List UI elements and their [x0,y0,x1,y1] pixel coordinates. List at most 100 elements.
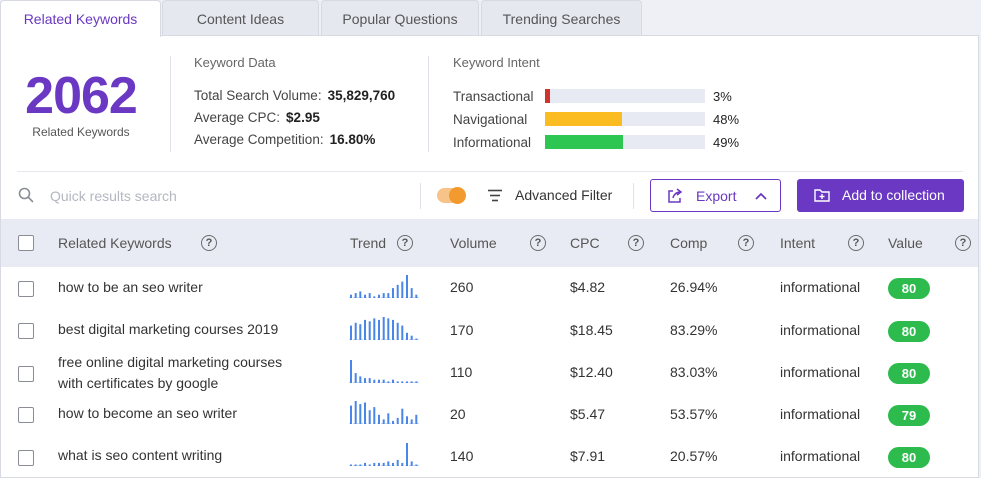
average-cpc: Average CPC: $2.95 [194,110,320,125]
table-row[interactable]: free online digital marketing courses wi… [1,351,978,393]
trend-bar [354,373,357,383]
trend-bar [378,414,380,424]
table-row[interactable]: best digital marketing courses 2019 170 … [1,309,978,351]
export-label: Export [696,188,737,204]
trend-bar [401,408,404,424]
trend-bar [415,294,418,298]
help-icon[interactable]: ? [530,235,546,251]
trend-bar [396,459,399,466]
trend-bar [396,417,399,424]
toggle-knob [449,187,466,204]
folder-plus-icon [814,189,830,202]
keyword-text[interactable]: how to become an seo writer [58,405,237,421]
row-checkbox[interactable] [18,323,34,339]
trend-bar [382,317,385,340]
column-header-value[interactable]: Value [888,235,923,251]
table-row[interactable]: how to be an seo writer 260 $4.82 26.94%… [1,267,978,309]
row-checkbox[interactable] [18,281,34,297]
trend-bar [364,294,366,298]
tab-related-keywords[interactable]: Related Keywords [0,0,161,37]
trend-bar [387,381,390,383]
column-header-cpc[interactable]: CPC [570,235,600,251]
help-icon[interactable]: ? [397,235,413,251]
intent-value: informational [780,448,861,464]
keyword-text[interactable]: how to be an seo writer [58,279,203,295]
trend-bar [382,379,385,383]
intent-navigational: Navigational 48% [453,110,739,128]
help-icon[interactable]: ? [738,235,754,251]
trend-bar [410,335,413,340]
trend-bar [373,318,376,340]
keyword-text[interactable]: what is seo content writing [58,447,223,463]
tab-content-ideas[interactable]: Content Ideas [162,0,319,36]
trend-bar [387,318,390,340]
trend-bar [373,462,376,466]
table-row[interactable]: how to become an seo writer 20 $5.47 53.… [1,393,978,435]
advanced-filter-button[interactable]: Advanced Filter [515,187,613,203]
cpc-value: $7.91 [570,448,606,464]
trend-bar [392,288,394,298]
keyword-panel: 2062 Related Keywords Keyword Data Total… [0,35,979,478]
select-all-checkbox[interactable] [18,235,34,251]
trend-bar [392,319,394,340]
column-header-volume[interactable]: Volume [450,235,497,251]
export-button[interactable]: Export [650,179,781,212]
help-icon[interactable]: ? [201,235,217,251]
intent-bar-fill [545,135,624,149]
keyword-text[interactable]: free online digital marketing courses wi… [58,354,283,391]
share-icon [668,188,683,203]
trend-bar [378,294,380,298]
trend-bar [364,402,366,424]
filter-lines-icon[interactable] [487,189,503,202]
column-header-keyword[interactable]: Related Keywords [58,235,172,251]
trend-bar [410,288,413,298]
help-icon[interactable]: ? [848,235,864,251]
column-header-intent[interactable]: Intent [780,235,816,251]
trend-bar [359,376,362,383]
average-cpc-value: $2.95 [286,110,320,125]
comp-value: 20.57% [670,448,718,464]
help-icon[interactable]: ? [628,235,644,251]
keyword-text[interactable]: best digital marketing courses 2019 [58,321,279,337]
row-checkbox[interactable] [18,407,34,423]
column-header-trend[interactable]: Trend [350,235,387,251]
trend-bar [406,381,408,383]
trend-bar [401,325,404,340]
tab-trending-searches[interactable]: Trending Searches [481,0,642,36]
keyword-intent-title: Keyword Intent [453,55,540,70]
intent-value: informational [780,406,861,422]
quick-results-search-input[interactable] [50,185,410,207]
filter-toggle[interactable] [437,187,466,204]
trend-bar [350,325,352,340]
add-to-collection-button[interactable]: Add to collection [797,179,964,212]
trend-bar [396,284,399,298]
intent-bar-fill [545,89,550,103]
help-icon[interactable]: ? [955,235,971,251]
intent-transactional: Transactional 3% [453,87,732,105]
row-checkbox[interactable] [18,450,34,466]
intent-bar [545,135,705,149]
cpc-value: $18.45 [570,322,613,338]
volume-value: 110 [450,364,473,380]
trend-bar [382,293,385,298]
comp-value: 83.03% [670,364,718,380]
tab-popular-questions[interactable]: Popular Questions [321,0,479,36]
table-header: Related Keywords ? Trend ? Volume ? CPC … [1,219,978,267]
trend-bar [410,419,413,424]
trend-bar [354,401,357,424]
table-row[interactable]: what is seo content writing 140 $7.91 20… [1,435,978,477]
related-keywords-count: 2062 [25,67,138,125]
row-checkbox[interactable] [18,366,34,382]
trend-bar [392,462,394,466]
trend-sparkline [349,275,419,298]
divider [420,183,421,209]
column-header-comp[interactable]: Comp [670,235,708,251]
trend-bar [396,381,399,383]
trend-bar [378,462,380,466]
trend-bar [392,379,394,383]
trend-bar [415,464,418,466]
trend-bar [373,379,376,383]
intent-bar [545,112,705,126]
total-search-volume: Total Search Volume: 35,829,760 [194,88,395,103]
trend-bar [387,413,390,424]
